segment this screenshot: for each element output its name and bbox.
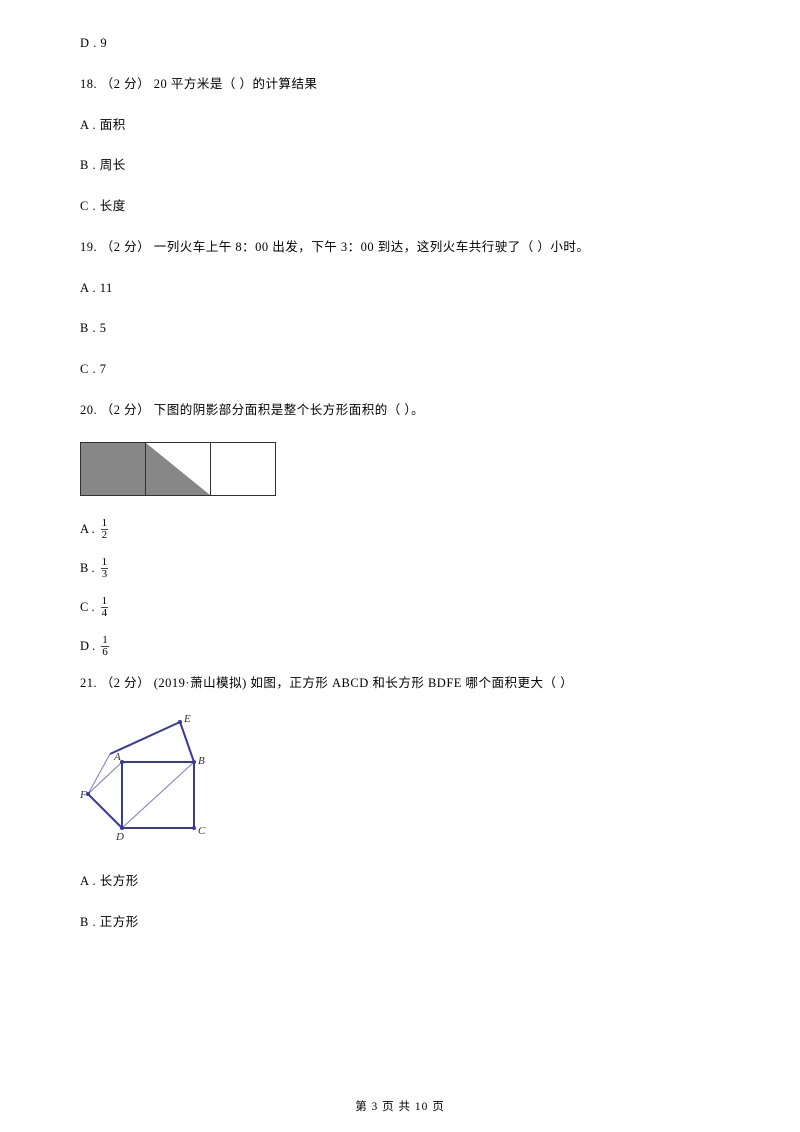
q20-d-prefix: D . <box>80 637 95 656</box>
q20-figure <box>80 442 276 496</box>
q20-figure-cell-triangle <box>146 443 211 495</box>
svg-text:E: E <box>183 714 191 725</box>
geometry-figure-icon: E A B F D C <box>80 714 230 844</box>
q20-stem: 20. （2 分） 下图的阴影部分面积是整个长方形面积的（ ）。 <box>80 401 732 420</box>
q20-option-c: C . 1 4 <box>80 596 732 619</box>
q18-option-b: B . 周长 <box>80 156 732 175</box>
q18-option-a: A . 面积 <box>80 116 732 135</box>
fraction-icon: 1 6 <box>101 635 109 658</box>
page-footer: 第 3 页 共 10 页 <box>0 1099 800 1116</box>
q20-a-prefix: A . <box>80 520 95 539</box>
fraction-icon: 1 2 <box>101 518 109 541</box>
fraction-icon: 1 3 <box>101 557 109 580</box>
q19-option-c: C . 7 <box>80 360 732 379</box>
triangle-shade-icon <box>146 443 210 495</box>
svg-text:A: A <box>113 751 121 763</box>
q19-stem: 19. （2 分） 一列火车上午 8：00 出发，下午 3：00 到达，这列火车… <box>80 238 732 257</box>
q21-figure: E A B F D C <box>80 714 732 850</box>
q20-option-a: A . 1 2 <box>80 518 732 541</box>
q20-figure-cell-empty <box>211 443 275 495</box>
q19-option-b: B . 5 <box>80 319 732 338</box>
q21-option-a: A . 长方形 <box>80 872 732 891</box>
q18-option-c: C . 长度 <box>80 197 732 216</box>
q19-option-a: A . 11 <box>80 279 732 298</box>
q17-option-d: D . 9 <box>80 34 732 53</box>
q18-stem: 18. （2 分） 20 平方米是（ ）的计算结果 <box>80 75 732 94</box>
svg-text:D: D <box>115 831 124 843</box>
q20-figure-cell-shaded <box>81 443 146 495</box>
svg-text:C: C <box>198 825 206 837</box>
q20-c-prefix: C . <box>80 598 95 617</box>
svg-text:F: F <box>80 789 87 801</box>
q21-option-b: B . 正方形 <box>80 913 732 932</box>
q20-b-prefix: B . <box>80 559 95 578</box>
q20-option-b: B . 1 3 <box>80 557 732 580</box>
q20-option-d: D . 1 6 <box>80 635 732 658</box>
fraction-icon: 1 4 <box>101 596 109 619</box>
q21-stem: 21. （2 分） (2019·萧山模拟) 如图，正方形 ABCD 和长方形 B… <box>80 674 732 693</box>
svg-text:B: B <box>198 755 205 767</box>
